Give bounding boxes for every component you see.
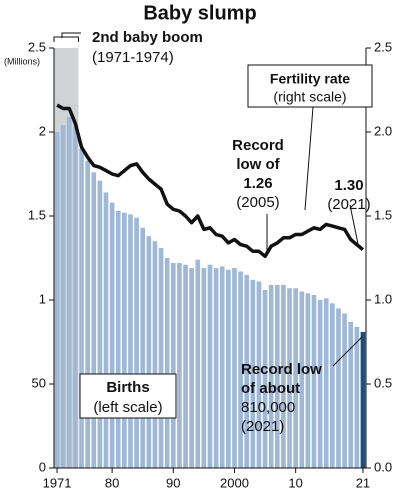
annotation: Births <box>106 379 149 396</box>
bar <box>54 132 60 468</box>
bar <box>158 247 164 468</box>
y-tick-label: 1.5 <box>28 207 46 222</box>
bar <box>305 293 311 468</box>
bar <box>207 264 213 468</box>
annotation: Record <box>232 137 284 154</box>
bar <box>152 241 158 468</box>
bar <box>183 264 188 468</box>
y-tick-label: 0 <box>39 459 46 474</box>
y2-tick-label: 2.0 <box>374 123 392 138</box>
bracket <box>53 36 79 42</box>
bar <box>201 268 207 468</box>
bar <box>311 294 317 468</box>
annotation-box <box>247 64 373 108</box>
annotation: of about <box>241 380 300 397</box>
bar <box>256 281 262 468</box>
bar <box>354 326 360 468</box>
x-tick-label: 10 <box>288 475 302 490</box>
x-tick-label: 1971 <box>43 475 72 490</box>
bar <box>226 269 231 468</box>
annotation: Fertility rate <box>270 71 350 87</box>
annotation: low of <box>236 156 280 173</box>
y-unit: (Millions) <box>4 56 40 66</box>
x-tick-label: 80 <box>105 475 119 490</box>
annotation: (2021) <box>327 196 370 213</box>
bar <box>268 284 274 468</box>
bar <box>281 284 286 468</box>
y2-tick-label: 1.5 <box>374 207 392 222</box>
leader-line <box>61 32 81 38</box>
bar <box>299 291 305 468</box>
bar <box>122 212 127 468</box>
leader-line <box>304 106 314 211</box>
bar <box>262 289 268 468</box>
bar <box>91 172 97 468</box>
bar <box>73 126 78 469</box>
bar <box>97 180 103 468</box>
bar <box>60 125 66 468</box>
bar <box>66 116 72 468</box>
bar <box>232 268 237 468</box>
x-tick-label: 2000 <box>220 475 249 490</box>
bar <box>177 263 182 468</box>
annotation: 2nd baby boom <box>92 29 203 46</box>
annotation: (2005) <box>236 194 279 211</box>
bar <box>140 227 146 468</box>
bar <box>79 148 84 469</box>
bar <box>342 313 347 468</box>
y-tick-label: 2.5 <box>28 39 46 54</box>
annotation: 1.26 <box>243 175 272 192</box>
bar <box>189 268 194 468</box>
y2-tick-label: 1.0 <box>374 291 392 306</box>
y2-tick-label: 0.0 <box>374 459 392 474</box>
bar <box>128 214 133 468</box>
annotation: (right scale) <box>273 89 346 105</box>
y2-tick-label: 2.5 <box>374 39 392 54</box>
bar <box>213 268 219 468</box>
bar <box>360 331 366 468</box>
bar <box>317 300 323 468</box>
x-tick-label: 21 <box>356 475 370 490</box>
bar <box>85 160 90 468</box>
x-tick-label: 90 <box>166 475 180 490</box>
bar <box>293 288 298 468</box>
bar <box>195 259 201 468</box>
bar <box>348 321 354 468</box>
annotation: (1971-1974) <box>92 49 174 66</box>
bar <box>115 210 121 468</box>
bar <box>244 274 250 468</box>
bar <box>336 308 341 468</box>
y-tick-label: 1 <box>39 291 46 306</box>
bar <box>219 266 225 468</box>
bar <box>330 303 335 468</box>
bar <box>146 236 152 468</box>
bar <box>164 258 170 468</box>
annotation: (2021) <box>241 418 284 435</box>
y-tick-label: 50 <box>32 375 46 390</box>
leader-line <box>332 336 363 367</box>
bar <box>274 284 280 468</box>
bar <box>250 279 256 468</box>
chart-title: Baby slump <box>143 2 256 24</box>
bar <box>134 217 139 468</box>
y-tick-label: 2 <box>39 123 46 138</box>
bar <box>170 263 176 468</box>
y2-tick-label: 0.5 <box>374 375 392 390</box>
bar <box>238 271 243 468</box>
bar <box>323 298 329 468</box>
fertility-line <box>56 103 365 259</box>
annotation-box <box>79 373 177 419</box>
bar <box>109 202 115 468</box>
annotation: Record low <box>241 361 322 378</box>
annotation: 810,000 <box>241 399 295 416</box>
annotation: (left scale) <box>93 399 162 416</box>
leader-line <box>349 204 359 245</box>
bar <box>103 192 109 469</box>
annotation: 1.30 <box>334 177 363 194</box>
bar <box>287 288 292 468</box>
